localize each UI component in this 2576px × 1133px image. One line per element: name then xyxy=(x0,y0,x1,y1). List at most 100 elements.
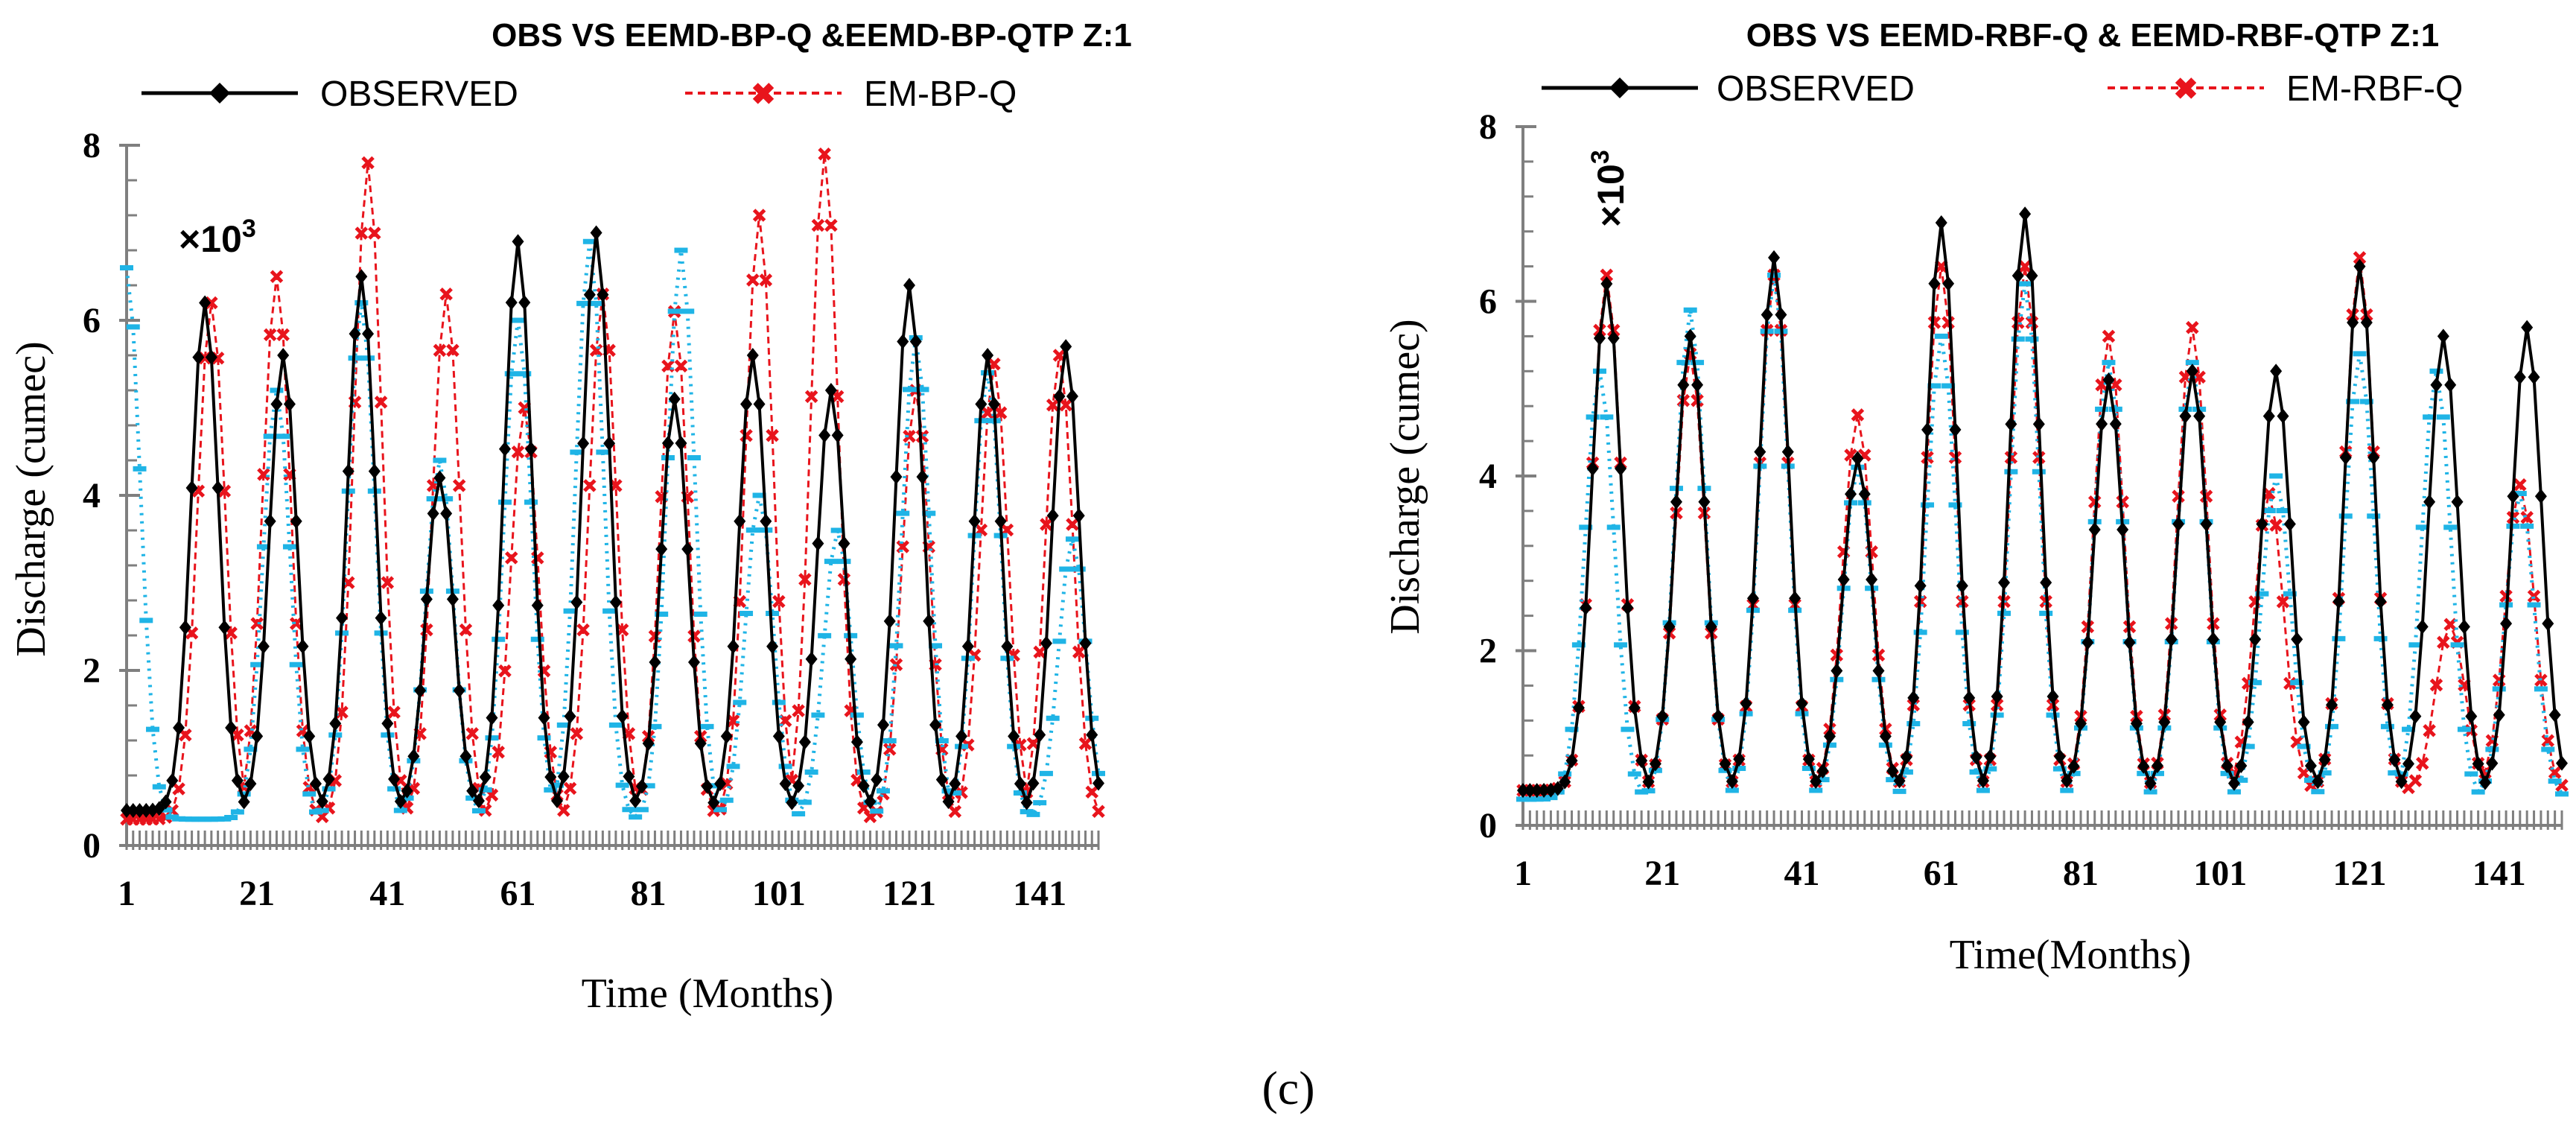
data-point-observed xyxy=(1593,330,1606,346)
data-point-observed xyxy=(212,480,224,496)
data-point-model xyxy=(433,343,447,358)
data-point-observed xyxy=(2117,521,2129,537)
data-point-model xyxy=(1072,645,1086,659)
data-point-observed xyxy=(2102,372,2115,388)
data-point-observed xyxy=(2332,594,2345,609)
data-point-model xyxy=(804,390,818,404)
data-point-observed xyxy=(322,771,335,787)
data-point-observed xyxy=(2262,408,2275,424)
data-point-observed xyxy=(231,772,244,788)
data-point-observed xyxy=(349,326,361,342)
data-point-model xyxy=(439,287,453,301)
data-point-model xyxy=(948,804,962,819)
data-point-observed xyxy=(668,391,681,407)
data-point-observed xyxy=(871,772,883,787)
data-point-observed xyxy=(433,470,446,486)
data-point-observed xyxy=(1816,763,1829,778)
data-point-observed xyxy=(2040,575,2052,591)
x-tick-label: 21 xyxy=(1644,854,1680,893)
data-point-observed xyxy=(942,794,955,810)
data-point-observed xyxy=(2179,408,2192,424)
data-point-observed xyxy=(2367,450,2380,466)
data-point-observed xyxy=(714,776,727,792)
data-point-observed xyxy=(2479,775,2492,790)
data-point-model xyxy=(811,218,825,232)
data-point-model xyxy=(387,705,401,719)
data-point-observed xyxy=(923,613,935,629)
data-point-model xyxy=(1033,645,1046,659)
data-point-observed xyxy=(1572,700,1585,716)
data-point-observed xyxy=(2360,314,2373,330)
data-point-observed xyxy=(707,795,720,810)
data-point-model xyxy=(459,623,473,637)
x-tick-label: 101 xyxy=(2193,854,2247,893)
data-point-observed xyxy=(1726,774,1738,790)
data-point-observed xyxy=(779,776,792,792)
data-point-observed xyxy=(2347,314,2359,330)
data-point-observed xyxy=(642,735,655,751)
y-tick-label: 4 xyxy=(1479,457,1497,496)
data-point-observed xyxy=(1858,486,1871,502)
data-point-model xyxy=(361,156,375,170)
legend: OBSERVED ✖ EM-BP-Q xyxy=(141,74,1017,114)
data-point-observed xyxy=(1991,688,2003,704)
data-point-model xyxy=(231,728,244,742)
data-point-model xyxy=(993,406,1008,419)
data-point-observed xyxy=(845,651,857,667)
data-point-model xyxy=(2423,724,2436,737)
data-point-observed xyxy=(1635,753,1648,769)
data-point-observed xyxy=(1093,775,1104,791)
x-tick-label: 41 xyxy=(369,874,405,913)
data-point-observed xyxy=(2019,206,2032,222)
data-point-observed xyxy=(166,772,179,788)
data-point-observed xyxy=(1642,774,1655,790)
data-point-observed xyxy=(570,594,583,610)
data-point-model xyxy=(374,396,388,409)
data-point-observed xyxy=(681,542,694,557)
data-point-model xyxy=(2102,329,2116,343)
data-point-observed xyxy=(1984,749,1997,764)
data-point-observed xyxy=(850,734,863,750)
data-point-observed xyxy=(2513,369,2526,385)
data-point-observed xyxy=(1719,756,1731,772)
data-point-observed xyxy=(2158,714,2171,730)
x-tick-label: 1 xyxy=(1514,854,1532,893)
data-point-model xyxy=(172,782,185,796)
data-point-model xyxy=(687,629,701,643)
data-point-observed xyxy=(1761,307,1773,323)
data-point-observed xyxy=(1663,619,1676,635)
data-point-model xyxy=(2018,259,2032,273)
data-point-observed xyxy=(903,278,916,293)
data-point-observed xyxy=(498,441,511,457)
data-point-observed xyxy=(420,591,433,607)
x-tick-label: 21 xyxy=(239,874,275,913)
data-point-observed xyxy=(531,597,544,613)
data-point-model xyxy=(1851,408,1865,422)
data-point-model xyxy=(2437,635,2450,650)
data-point-observed xyxy=(1607,330,1620,346)
data-point-model xyxy=(498,664,512,678)
data-point-observed xyxy=(2381,697,2394,713)
data-point-model xyxy=(2415,756,2429,770)
data-point-observed xyxy=(1014,776,1026,792)
data-point-observed xyxy=(1802,752,1815,767)
data-point-observed xyxy=(1060,339,1072,355)
data-point-observed xyxy=(2082,635,2094,650)
y-tick-label: 0 xyxy=(83,826,101,866)
data-point-model xyxy=(759,273,773,287)
data-point-observed xyxy=(244,776,257,792)
data-point-observed xyxy=(609,594,622,610)
data-point-observed xyxy=(375,610,387,626)
data-point-observed xyxy=(1754,444,1766,460)
legend-label-model: EM-BP-Q xyxy=(864,74,1017,114)
data-point-observed xyxy=(877,717,889,733)
data-point-observed xyxy=(2409,708,2422,724)
data-point-model xyxy=(1092,804,1105,819)
data-point-observed xyxy=(2326,697,2338,713)
data-point-observed xyxy=(2318,752,2331,767)
data-point-observed xyxy=(1656,708,1669,724)
data-point-observed xyxy=(2388,752,2401,767)
x-tick-label: 81 xyxy=(631,874,667,913)
data-point-observed xyxy=(121,803,133,818)
data-point-observed xyxy=(623,769,635,784)
